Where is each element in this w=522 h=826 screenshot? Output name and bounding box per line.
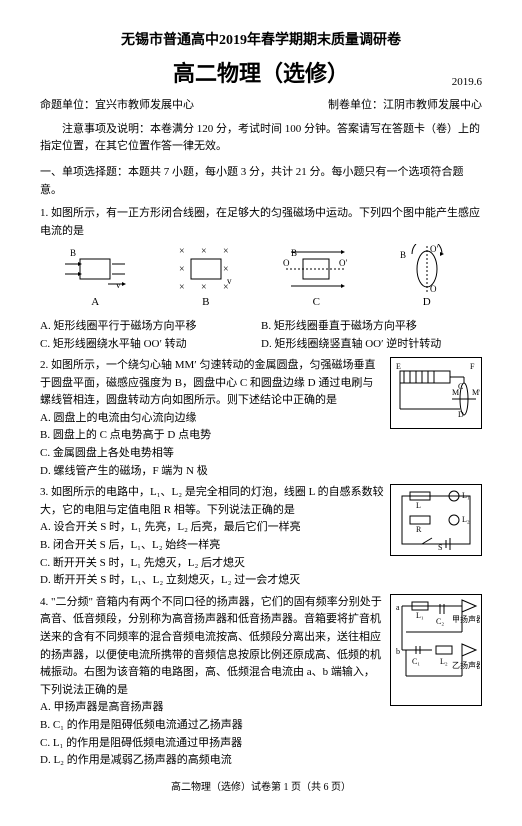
svg-text:a: a bbox=[396, 603, 400, 612]
svg-text:×: × bbox=[223, 246, 229, 257]
q1-stem: 1. 如图所示，有一正方形闭合线圈，在足够大的匀强磁场中运动。下列四个图中能产生… bbox=[40, 205, 482, 240]
q3-opt-c: C. 断开开关 S 时，L₁ 先熄灭，L₂ 后才熄灭 bbox=[40, 555, 384, 573]
svg-text:×: × bbox=[179, 246, 185, 257]
svg-text:×: × bbox=[179, 282, 185, 293]
svg-text:L₁: L₁ bbox=[462, 491, 470, 500]
q2-stem: 2. 如图所示，一个绕匀心轴 MM′ 匀速转动的金属圆盘，匀强磁场垂直于圆盘平面… bbox=[40, 357, 384, 410]
q2-opt-a: A. 圆盘上的电流由匀心流向边缘 bbox=[40, 410, 384, 428]
q4-stem: 4. "二分频" 音箱内有两个不同口径的扬声器，它们的固有频率分别处于高音、低音… bbox=[40, 594, 384, 700]
unit-right: 制卷单位：江阴市教师发展中心 bbox=[328, 97, 482, 115]
svg-text:L₂: L₂ bbox=[462, 515, 470, 524]
svg-text:v: v bbox=[227, 276, 232, 286]
notice-text: 注意事项及说明：本卷满分 120 分，考试时间 100 分钟。答案请写在答题卡（… bbox=[40, 121, 482, 156]
q1-opt-a: A. 矩形线圈平行于磁场方向平移 bbox=[40, 318, 261, 336]
q1-opt-d: D. 矩形线圈绕竖直轴 OO′ 逆时针转动 bbox=[261, 336, 482, 354]
svg-text:L: L bbox=[416, 501, 421, 510]
q3-opt-b: B. 闭合开关 S 后，L₁、L₂ 始终一样亮 bbox=[40, 537, 384, 555]
svg-text:E: E bbox=[396, 362, 401, 371]
q4-opt-a: A. 甲扬声器是高音扬声器 bbox=[40, 699, 384, 717]
svg-text:O′: O′ bbox=[430, 244, 438, 254]
q4-opt-b: B. C₁ 的作用是阻碍低频电流通过乙扬声器 bbox=[40, 717, 384, 735]
svg-text:B: B bbox=[400, 250, 406, 260]
q2-figure: EF MM′ CD bbox=[390, 357, 482, 429]
q1-fig-c: O O′ B C bbox=[281, 244, 351, 312]
q3-stem: 3. 如图所示的电路中，L₁、L₂ 是完全相同的灯泡，线圈 L 的自感系数较大，… bbox=[40, 484, 384, 519]
svg-text:v: v bbox=[116, 280, 121, 290]
svg-text:S: S bbox=[438, 543, 442, 552]
q1-fig-d-label: D bbox=[392, 294, 462, 312]
svg-text:M′: M′ bbox=[472, 388, 480, 397]
q3-options: A. 设合开关 S 时，L₁ 先亮，L₂ 后亮，最后它们一样亮 B. 闭合开关 … bbox=[40, 519, 384, 589]
q1-fig-a: B v A bbox=[60, 244, 130, 312]
unit-left: 命题单位：宜兴市教师发展中心 bbox=[40, 97, 194, 115]
svg-text:乙扬声器: 乙扬声器 bbox=[452, 660, 480, 670]
question-1: 1. 如图所示，有一正方形闭合线圈，在足够大的匀强磁场中运动。下列四个图中能产生… bbox=[40, 205, 482, 353]
svg-text:甲扬声器: 甲扬声器 bbox=[452, 614, 480, 624]
svg-text:C₂: C₂ bbox=[436, 617, 444, 626]
q1-figures: B v A ××× ×× ××× v B bbox=[40, 244, 482, 312]
q1-fig-b: ××× ×× ××× v B bbox=[171, 244, 241, 312]
section-1-header: 一、单项选择题：本题共 7 小题，每小题 3 分，共计 21 分。每小题只有一个… bbox=[40, 164, 482, 199]
q2-options: A. 圆盘上的电流由匀心流向边缘 B. 圆盘上的 C 点电势高于 D 点电势 C… bbox=[40, 410, 384, 480]
q1-fig-c-label: C bbox=[281, 294, 351, 312]
q2-opt-c: C. 金属圆盘上各处电势相等 bbox=[40, 445, 384, 463]
q1-fig-a-label: A bbox=[60, 294, 130, 312]
q4-opt-d: D. L₂ 的作用是减弱乙扬声器的高频电流 bbox=[40, 752, 384, 770]
q3-opt-a: A. 设合开关 S 时，L₁ 先亮，L₂ 后亮，最后它们一样亮 bbox=[40, 519, 384, 537]
page-footer: 高二物理（选修）试卷第 1 页（共 6 页） bbox=[40, 780, 482, 796]
q4-options: A. 甲扬声器是高音扬声器 B. C₁ 的作用是阻碍低频电流通过乙扬声器 C. … bbox=[40, 699, 384, 769]
svg-text:C: C bbox=[458, 382, 463, 391]
q4-opt-c: C. L₁ 的作用是阻碍低频电流通过甲扬声器 bbox=[40, 735, 384, 753]
svg-text:B: B bbox=[291, 248, 297, 258]
q2-opt-d: D. 螺线管产生的磁场，F 端为 N 极 bbox=[40, 463, 384, 481]
svg-text:D: D bbox=[458, 410, 464, 419]
q4-figure: a b L₁ C₂ 甲扬声器 C₁ L₂ 乙扬声器 bbox=[390, 594, 482, 706]
question-2: 2. 如图所示，一个绕匀心轴 MM′ 匀速转动的金属圆盘，匀强磁场垂直于圆盘平面… bbox=[40, 357, 482, 480]
svg-text:R: R bbox=[416, 525, 422, 534]
svg-text:×: × bbox=[201, 282, 207, 293]
svg-text:O′: O′ bbox=[339, 258, 347, 268]
q3-figure: L L₁ R L₂ S bbox=[390, 484, 482, 556]
question-3: 3. 如图所示的电路中，L₁、L₂ 是完全相同的灯泡，线圈 L 的自感系数较大，… bbox=[40, 484, 482, 590]
q3-opt-d: D. 断开开关 S 时，L₁、L₂ 立刻熄灭，L₂ 过一会才熄灭 bbox=[40, 572, 384, 590]
q1-opt-c: C. 矩形线圈绕水平轴 OO′ 转动 bbox=[40, 336, 261, 354]
svg-text:L₂: L₂ bbox=[440, 657, 448, 666]
svg-text:O: O bbox=[283, 258, 290, 268]
page-header-title: 无锡市普通高中2019年春学期期末质量调研卷 bbox=[40, 30, 482, 52]
q1-options: A. 矩形线圈平行于磁场方向平移 B. 矩形线圈垂直于磁场方向平移 C. 矩形线… bbox=[40, 318, 482, 353]
svg-text:O: O bbox=[430, 284, 437, 294]
q1-fig-d: O′ O B D bbox=[392, 244, 462, 312]
svg-text:×: × bbox=[179, 264, 185, 275]
svg-text:b: b bbox=[396, 647, 400, 656]
svg-text:B: B bbox=[70, 248, 76, 258]
svg-text:×: × bbox=[223, 264, 229, 275]
svg-text:×: × bbox=[201, 246, 207, 257]
q2-opt-b: B. 圆盘上的 C 点电势高于 D 点电势 bbox=[40, 427, 384, 445]
question-4: 4. "二分频" 音箱内有两个不同口径的扬声器，它们的固有频率分别处于高音、低音… bbox=[40, 594, 482, 770]
svg-text:C₁: C₁ bbox=[412, 657, 420, 666]
q1-opt-b: B. 矩形线圈垂直于磁场方向平移 bbox=[261, 318, 482, 336]
q1-fig-b-label: B bbox=[171, 294, 241, 312]
svg-text:F: F bbox=[470, 362, 475, 371]
svg-text:L₁: L₁ bbox=[416, 611, 424, 620]
